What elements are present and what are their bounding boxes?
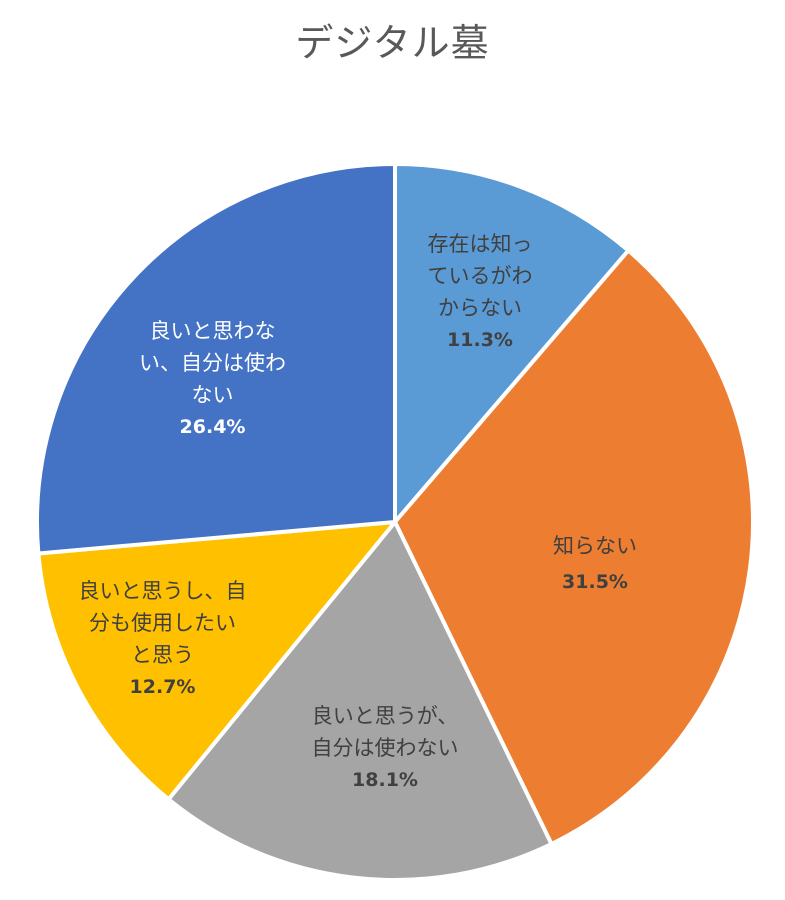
slice-label-aware-unknown: 存在は知っ ているがわ からない 11.3% — [427, 232, 533, 351]
pie-slice-unknown — [393, 248, 755, 846]
slice-label-good-but-not-use: 良いと思うが、 自分は使わない 18.1% — [311, 704, 459, 791]
pie-slice-aware-unknown — [393, 162, 631, 524]
slice-label-unknown: 知らない 31.5% — [553, 534, 637, 593]
slice-label-good-and-use: 良いと思うし、自 分も使用したい と思う 12.7% — [78, 579, 247, 698]
pie-slice-not-good — [35, 162, 397, 556]
pie-slice-good-and-use — [36, 520, 397, 802]
pie-slice-good-but-not-use — [166, 520, 554, 882]
chart-title: デジタル墓 — [295, 21, 490, 65]
slice-label-not-good: 良いと思わな い、自分は使わ ない 26.4% — [139, 319, 286, 438]
